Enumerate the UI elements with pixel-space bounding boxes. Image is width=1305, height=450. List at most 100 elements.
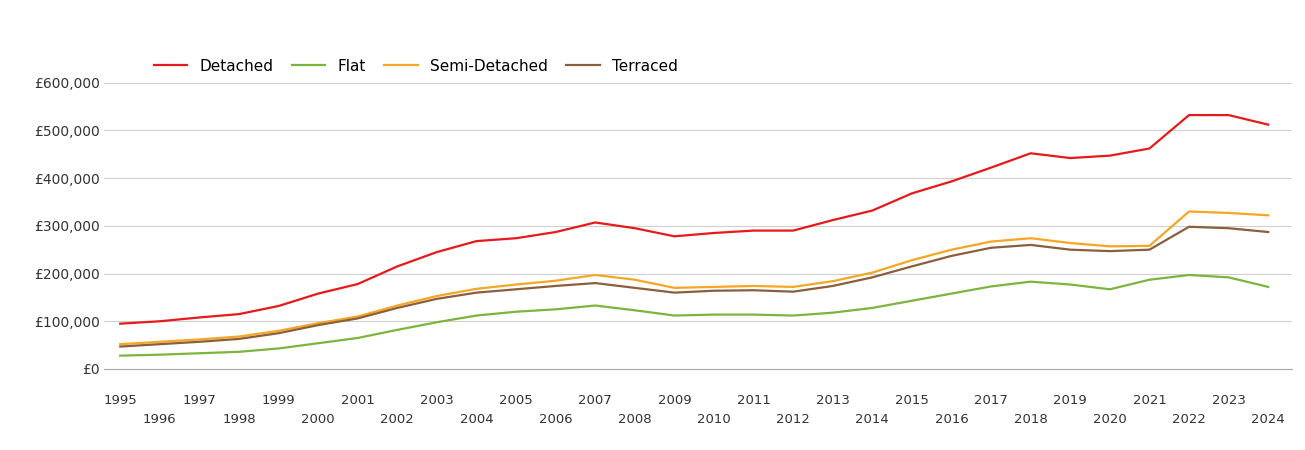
Text: 2014: 2014 [856, 414, 889, 427]
Terraced [944, 253, 959, 259]
Flat [1023, 279, 1039, 284]
Text: 2010: 2010 [697, 414, 731, 427]
Semi-Detached [745, 283, 761, 288]
Text: 2017: 2017 [974, 394, 1007, 407]
Semi-Detached [1181, 209, 1197, 214]
Text: 2024: 2024 [1251, 414, 1285, 427]
Line: Detached: Detached [120, 115, 1268, 324]
Semi-Detached [192, 337, 207, 342]
Line: Terraced: Terraced [120, 227, 1268, 346]
Detached [864, 208, 880, 213]
Terraced [1181, 224, 1197, 230]
Text: 2013: 2013 [816, 394, 850, 407]
Terraced [112, 344, 128, 349]
Text: 2005: 2005 [500, 394, 532, 407]
Terraced [983, 245, 998, 251]
Flat [1220, 274, 1236, 280]
Semi-Detached [389, 303, 405, 308]
Detached [587, 220, 603, 225]
Text: 1997: 1997 [183, 394, 217, 407]
Semi-Detached [1261, 212, 1276, 218]
Terraced [1142, 247, 1158, 252]
Detached [192, 315, 207, 320]
Terraced [904, 264, 920, 269]
Terraced [508, 287, 523, 292]
Detached [1261, 122, 1276, 127]
Terraced [1023, 242, 1039, 248]
Detached [786, 228, 801, 233]
Terraced [626, 285, 642, 291]
Terraced [667, 290, 683, 295]
Semi-Detached [825, 279, 840, 284]
Flat [786, 313, 801, 318]
Text: 2008: 2008 [619, 414, 651, 427]
Flat [983, 284, 998, 289]
Flat [825, 310, 840, 315]
Terraced [587, 280, 603, 286]
Detached [112, 321, 128, 326]
Terraced [389, 305, 405, 310]
Text: 2021: 2021 [1133, 394, 1167, 407]
Terraced [350, 316, 365, 321]
Detached [1181, 112, 1197, 118]
Flat [231, 349, 247, 355]
Detached [350, 281, 365, 287]
Legend: Detached, Flat, Semi-Detached, Terraced: Detached, Flat, Semi-Detached, Terraced [154, 58, 679, 73]
Terraced [786, 289, 801, 294]
Semi-Detached [1062, 240, 1078, 246]
Semi-Detached [112, 342, 128, 347]
Text: 2023: 2023 [1211, 394, 1245, 407]
Text: 2019: 2019 [1053, 394, 1087, 407]
Terraced [1101, 248, 1117, 254]
Text: 2004: 2004 [459, 414, 493, 427]
Semi-Detached [151, 339, 167, 345]
Flat [192, 351, 207, 356]
Detached [548, 230, 564, 235]
Terraced [311, 322, 326, 328]
Semi-Detached [1101, 243, 1117, 249]
Text: 2003: 2003 [420, 394, 454, 407]
Text: 2011: 2011 [736, 394, 770, 407]
Flat [389, 327, 405, 333]
Detached [1023, 151, 1039, 156]
Flat [429, 320, 445, 325]
Detached [1142, 146, 1158, 151]
Flat [270, 346, 286, 351]
Text: 1996: 1996 [144, 414, 176, 427]
Terraced [864, 274, 880, 280]
Detached [667, 234, 683, 239]
Text: 2020: 2020 [1094, 414, 1126, 427]
Flat [904, 298, 920, 303]
Flat [667, 313, 683, 318]
Text: 1998: 1998 [222, 414, 256, 427]
Detached [706, 230, 722, 236]
Detached [745, 228, 761, 233]
Detached [151, 319, 167, 324]
Detached [389, 264, 405, 269]
Semi-Detached [904, 257, 920, 263]
Text: 2001: 2001 [341, 394, 375, 407]
Text: 2000: 2000 [301, 414, 335, 427]
Semi-Detached [350, 314, 365, 319]
Flat [468, 313, 484, 318]
Detached [1220, 112, 1236, 118]
Detached [944, 179, 959, 184]
Flat [548, 306, 564, 312]
Semi-Detached [983, 239, 998, 244]
Text: 2002: 2002 [381, 414, 414, 427]
Text: 2007: 2007 [578, 394, 612, 407]
Flat [112, 353, 128, 358]
Flat [1101, 287, 1117, 292]
Flat [587, 303, 603, 308]
Semi-Detached [429, 293, 445, 299]
Detached [270, 303, 286, 309]
Text: 2015: 2015 [895, 394, 929, 407]
Terraced [192, 339, 207, 345]
Flat [626, 308, 642, 313]
Terraced [548, 283, 564, 288]
Semi-Detached [548, 278, 564, 284]
Semi-Detached [1220, 210, 1236, 216]
Terraced [151, 342, 167, 347]
Detached [1062, 155, 1078, 161]
Detached [626, 225, 642, 231]
